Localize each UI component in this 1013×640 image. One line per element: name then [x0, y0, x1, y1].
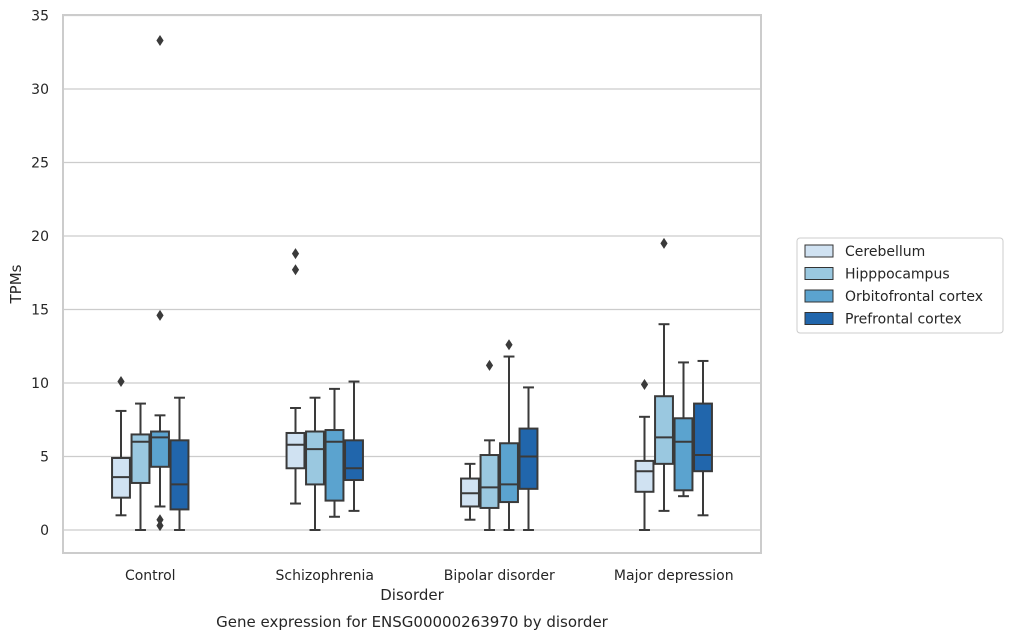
outlier-point: [156, 309, 164, 321]
box-iqr: [169, 439, 190, 511]
legend: Cerebellum Hipppocampus Orbitofrontal cort…: [796, 237, 1004, 334]
y-tick-label: 25: [31, 156, 49, 172]
y-tick-label: 15: [31, 303, 49, 319]
box-group: [518, 386, 539, 531]
y-tick-label: 20: [31, 229, 49, 245]
x-axis-label: Disorder: [380, 586, 444, 604]
box-group: [324, 387, 345, 518]
legend-frame: [796, 237, 1004, 334]
x-tick-label: Bipolar disorder: [444, 568, 555, 584]
outlier-point: [156, 34, 164, 46]
box-group: [460, 462, 480, 521]
y-tick-labels: 0 5 10 15 20 25 30 35: [31, 9, 49, 540]
box-iqr: [499, 442, 519, 504]
box-group: [479, 359, 500, 531]
box-group: [150, 34, 170, 532]
y-tick-label: 10: [31, 376, 49, 392]
outlier-point: [117, 376, 125, 388]
legend-label: Prefrontal cortex: [845, 312, 962, 328]
box-group: [111, 376, 131, 517]
outlier-point: [291, 264, 300, 276]
box-group: [634, 378, 655, 531]
legend-label: Cerebellum: [845, 244, 925, 260]
outlier-point: [660, 237, 668, 249]
outlier-point: [505, 339, 513, 351]
x-tick-label: Schizophrenia: [276, 568, 374, 584]
box-group: [305, 396, 325, 531]
box-group: [169, 396, 190, 531]
legend-label: Orbitofrontal cortex: [845, 289, 983, 305]
y-tick-label: 0: [40, 523, 49, 539]
chart-caption: Gene expression for ENSG00000263970 by d…: [216, 613, 609, 631]
box-iqr: [518, 427, 539, 490]
y-tick-label: 35: [31, 9, 49, 25]
x-tick-labels: Control Schizophrenia Bipolar disorder Majo…: [125, 568, 734, 584]
outlier-point: [640, 378, 649, 390]
box-groups: [111, 34, 713, 532]
box-group: [130, 402, 151, 531]
outlier-point: [156, 520, 164, 532]
box-iqr: [130, 433, 151, 484]
box-group: [673, 361, 694, 498]
box-group: [499, 339, 519, 531]
box-iqr: [344, 439, 364, 482]
box-iqr: [324, 429, 345, 502]
box-iqr: [634, 459, 655, 493]
legend-label: Hipppocampus: [845, 267, 950, 283]
legend-swatch: [804, 244, 834, 258]
box-iqr: [654, 395, 674, 465]
box-iqr: [305, 430, 325, 486]
outlier-point: [485, 359, 494, 371]
legend-swatch: [804, 289, 834, 303]
box-group: [693, 359, 713, 517]
box-iqr: [693, 402, 713, 473]
box-iqr: [673, 417, 694, 492]
outlier-point: [156, 514, 164, 526]
legend-swatch: [804, 312, 834, 325]
y-axis-label: TPMs: [7, 264, 25, 304]
y-tick-label: 30: [31, 82, 49, 98]
plot-frame: [62, 14, 762, 554]
box-group: [344, 380, 364, 512]
legend-swatch: [804, 267, 834, 280]
box-iqr: [285, 431, 306, 470]
box-iqr: [150, 430, 170, 468]
x-tick-label: Control: [125, 568, 176, 584]
box-group: [285, 248, 306, 505]
box-group: [654, 237, 674, 512]
x-tick-label: Major depression: [614, 568, 734, 584]
y-tick-label: 5: [40, 450, 49, 466]
outlier-point: [291, 248, 300, 260]
box-iqr: [479, 454, 500, 509]
